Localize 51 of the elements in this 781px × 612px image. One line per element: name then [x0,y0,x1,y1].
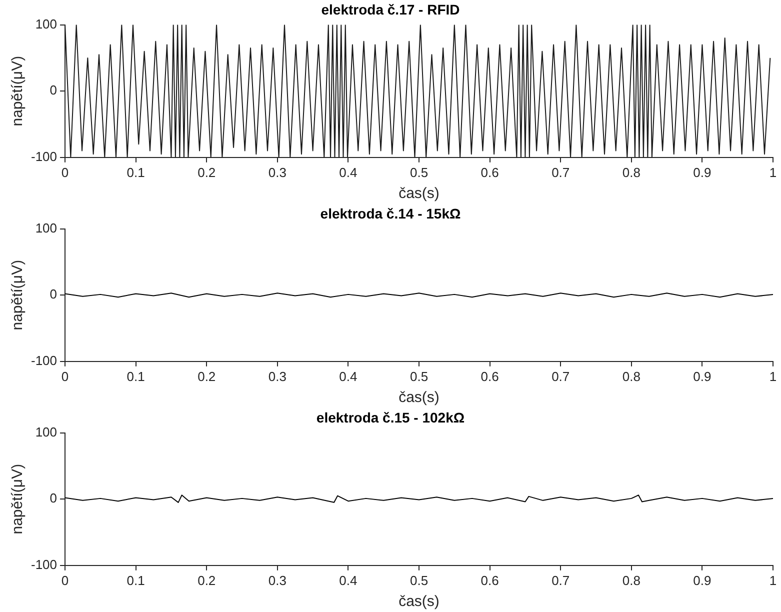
x-tick-label: 0.1 [126,368,145,384]
y-tick-label: 0 [50,286,58,302]
x-tick-label: 0.4 [339,164,358,180]
chart-title: elektroda č.17 - RFID [321,1,460,18]
x-tick-label: 0 [61,572,69,588]
x-tick-label: 0.7 [552,164,570,180]
x-tick-label: 1 [769,572,777,588]
x-tick-label: 1 [769,164,777,180]
x-tick-label: 0.7 [552,572,570,588]
x-tick-label: 0.8 [622,368,640,384]
x-tick-label: 0.3 [268,368,286,384]
x-axis-title: čas(s) [398,593,440,610]
y-tick-label: 0 [50,82,58,98]
y-tick-label: 100 [35,16,58,32]
x-axis-title: čas(s) [398,389,440,406]
x-tick-label: 0.9 [693,164,712,180]
x-tick-label: 0.9 [693,572,712,588]
x-tick-label: 0.5 [410,368,428,384]
x-tick-label: 1 [769,368,777,384]
y-tick-label: 100 [35,220,58,236]
x-tick-label: 0.1 [126,572,145,588]
y-tick-label: -100 [30,556,58,572]
x-tick-label: 0.7 [552,368,570,384]
x-tick-label: 0.3 [268,572,286,588]
x-tick-label: 0.8 [622,572,640,588]
y-tick-label: -100 [30,352,58,368]
y-tick-label: 0 [50,490,58,506]
x-tick-label: 0.6 [480,368,499,384]
y-tick-label: 100 [35,424,58,440]
y-axis-title: napětí(μV) [9,56,26,126]
x-tick-label: 0 [61,368,69,384]
x-tick-label: 0.2 [198,572,216,588]
x-tick-label: 0.2 [198,368,216,384]
x-tick-label: 0.4 [339,368,358,384]
x-tick-label: 0.3 [268,164,286,180]
chart-title: elektroda č.15 - 102kΩ [316,409,465,426]
y-axis-title: napětí(μV) [9,260,26,330]
chart-title: elektroda č.14 - 15kΩ [320,205,461,222]
x-tick-label: 0.5 [410,164,428,180]
x-tick-label: 0 [61,164,69,180]
x-tick-label: 0.4 [339,572,358,588]
x-tick-label: 0.1 [126,164,145,180]
x-tick-label: 0.6 [480,572,499,588]
y-tick-label: -100 [30,148,58,164]
x-axis-title: čas(s) [398,185,440,202]
x-tick-label: 0.9 [693,368,712,384]
x-tick-label: 0.6 [480,164,499,180]
x-tick-label: 0.2 [198,164,216,180]
y-axis-title: napětí(μV) [9,464,26,534]
x-tick-label: 0.5 [410,572,428,588]
x-tick-label: 0.8 [622,164,640,180]
